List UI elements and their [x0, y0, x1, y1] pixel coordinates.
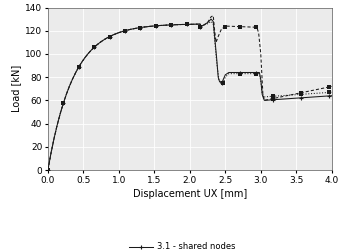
3.1 - shared nodes	[252, 71, 256, 74]
Line: 3.3 - sliding surfaces: 3.3 - sliding surfaces	[47, 20, 333, 172]
3.2 - coincident nodes	[46, 168, 50, 172]
3.3 - sliding surfaces	[252, 72, 256, 75]
3.3 - sliding surfaces	[126, 28, 130, 32]
Legend: 3.1 - shared nodes, 3.2 - coincident nodes, 3.3 - sliding surfaces: 3.1 - shared nodes, 3.2 - coincident nod…	[129, 242, 250, 250]
3.2 - coincident nodes	[67, 85, 71, 88]
3.2 - coincident nodes	[128, 28, 132, 31]
3.3 - sliding surfaces	[330, 91, 334, 94]
3.1 - shared nodes	[67, 85, 71, 88]
3.3 - sliding surfaces	[67, 85, 71, 88]
Y-axis label: Load [kN]: Load [kN]	[11, 65, 21, 112]
Line: 3.2 - coincident nodes: 3.2 - coincident nodes	[47, 14, 333, 172]
3.1 - shared nodes	[254, 71, 258, 74]
3.2 - coincident nodes	[254, 26, 258, 29]
3.3 - sliding surfaces	[209, 20, 213, 23]
Line: 3.1 - shared nodes: 3.1 - shared nodes	[45, 17, 334, 172]
3.3 - sliding surfaces	[128, 28, 132, 31]
3.2 - coincident nodes	[126, 28, 130, 32]
3.1 - shared nodes	[215, 58, 219, 61]
3.1 - shared nodes	[209, 18, 213, 20]
3.1 - shared nodes	[330, 94, 334, 97]
3.1 - shared nodes	[128, 28, 132, 31]
3.2 - coincident nodes	[214, 41, 218, 44]
3.2 - coincident nodes	[330, 85, 334, 88]
3.2 - coincident nodes	[252, 26, 256, 29]
3.3 - sliding surfaces	[46, 168, 50, 172]
3.3 - sliding surfaces	[215, 62, 219, 65]
3.2 - coincident nodes	[211, 14, 215, 17]
3.1 - shared nodes	[126, 28, 130, 32]
3.3 - sliding surfaces	[254, 72, 258, 75]
3.1 - shared nodes	[46, 168, 50, 172]
X-axis label: Displacement UX [mm]: Displacement UX [mm]	[133, 189, 247, 199]
